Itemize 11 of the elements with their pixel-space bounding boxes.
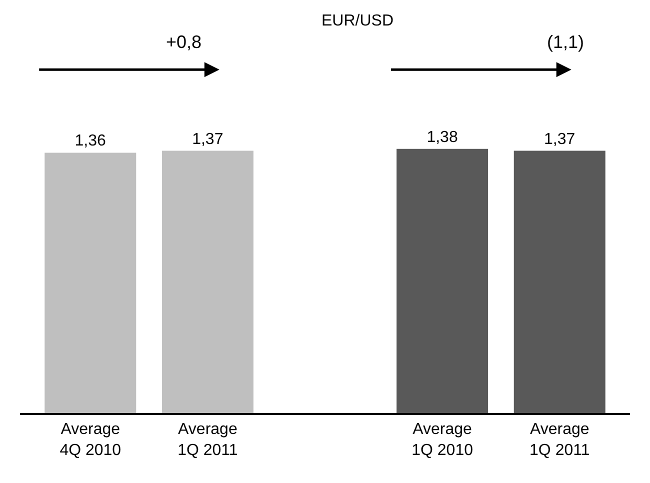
text: +0,8 [166,32,202,52]
x-tick-label: Average 4Q 2010 [60,421,122,459]
chart-title: EUR/USD [321,12,394,30]
data-label: 1,36 [74,132,106,150]
x-tick-label: Average 1Q 2010 [412,421,474,459]
data-label: 1,37 [192,130,224,148]
x-tick-label: Average 1Q 2011 [530,421,590,459]
data-label: 1,37 [544,130,576,148]
x-tick-label: Average 1Q 2011 [178,421,238,459]
data-label: 1,38 [426,128,458,146]
text: (1,1) [547,32,584,52]
